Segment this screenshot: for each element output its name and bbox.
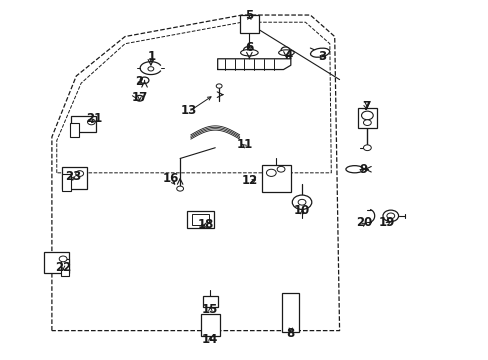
Text: 1: 1 xyxy=(147,50,156,63)
Circle shape xyxy=(281,47,289,53)
Text: 22: 22 xyxy=(55,261,71,274)
Text: 5: 5 xyxy=(245,9,253,22)
Text: 18: 18 xyxy=(197,218,213,231)
Text: 13: 13 xyxy=(180,104,196,117)
Text: 11: 11 xyxy=(236,138,252,151)
Circle shape xyxy=(176,186,183,191)
Circle shape xyxy=(140,77,149,84)
Bar xyxy=(70,123,79,136)
Circle shape xyxy=(363,120,370,126)
Circle shape xyxy=(59,256,67,262)
Circle shape xyxy=(243,46,253,54)
Circle shape xyxy=(136,95,143,101)
Bar xyxy=(192,214,209,225)
Bar xyxy=(203,296,217,307)
Circle shape xyxy=(292,195,311,210)
Circle shape xyxy=(363,145,370,150)
Bar xyxy=(187,211,214,228)
Ellipse shape xyxy=(240,49,258,56)
Circle shape xyxy=(277,166,285,172)
Bar xyxy=(261,165,290,192)
Text: 14: 14 xyxy=(202,333,218,346)
Circle shape xyxy=(148,67,154,71)
Text: 21: 21 xyxy=(86,112,102,125)
Bar xyxy=(44,252,69,273)
Text: 20: 20 xyxy=(355,216,371,229)
Ellipse shape xyxy=(310,48,329,57)
Text: 4: 4 xyxy=(284,49,292,62)
Ellipse shape xyxy=(278,50,294,55)
Bar xyxy=(201,315,219,336)
Circle shape xyxy=(361,111,372,120)
Bar xyxy=(240,15,258,33)
Circle shape xyxy=(87,119,95,125)
Circle shape xyxy=(266,169,276,176)
Text: 2: 2 xyxy=(135,75,143,88)
Text: 17: 17 xyxy=(131,91,147,104)
Text: 23: 23 xyxy=(64,170,81,183)
Bar xyxy=(62,174,71,192)
Circle shape xyxy=(204,223,211,228)
Text: 15: 15 xyxy=(202,303,218,316)
Text: 10: 10 xyxy=(293,204,309,217)
Text: 9: 9 xyxy=(359,163,367,176)
Text: 3: 3 xyxy=(318,50,326,63)
Circle shape xyxy=(298,199,305,205)
Text: 16: 16 xyxy=(163,172,179,185)
Bar xyxy=(61,259,69,276)
Circle shape xyxy=(386,213,394,219)
Text: 8: 8 xyxy=(286,327,294,340)
Text: 12: 12 xyxy=(241,174,257,187)
Bar xyxy=(62,167,87,189)
Circle shape xyxy=(382,210,398,222)
Bar xyxy=(282,293,299,332)
Circle shape xyxy=(216,84,222,88)
Text: 7: 7 xyxy=(362,100,370,113)
Circle shape xyxy=(76,171,83,176)
Text: 6: 6 xyxy=(245,41,253,54)
Bar xyxy=(357,108,376,128)
Text: 19: 19 xyxy=(378,216,394,229)
Ellipse shape xyxy=(345,166,363,173)
Bar xyxy=(71,116,96,132)
